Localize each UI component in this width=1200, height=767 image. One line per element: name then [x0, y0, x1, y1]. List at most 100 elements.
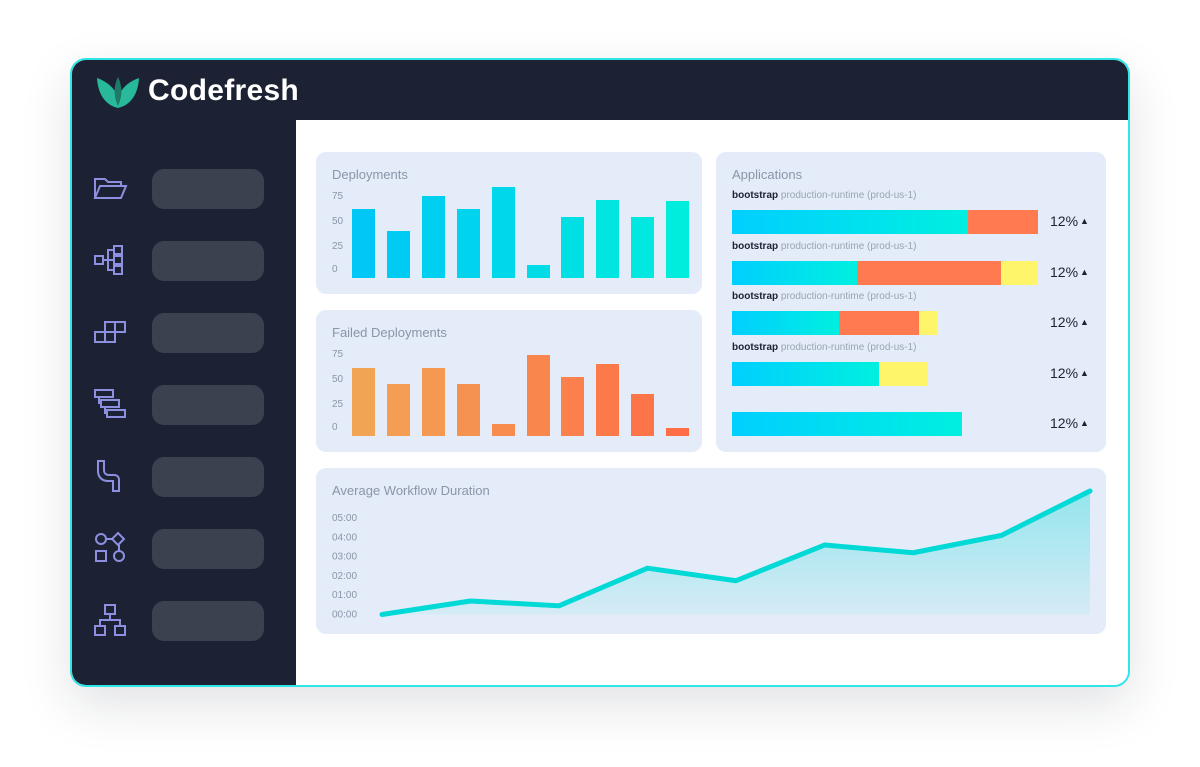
data-point: [912, 552, 914, 554]
percent-value: 12%: [1050, 213, 1079, 229]
application-name: bootstrap: [732, 240, 779, 252]
y-tick-label: 02:00: [332, 571, 357, 582]
application-name: bootstrap: [732, 291, 779, 302]
sidebar-item-placeholder: [152, 601, 264, 641]
y-tick-label: 00:00: [332, 610, 357, 621]
application-runtime: production-runtime (prod-us-1): [778, 291, 917, 302]
bar: [561, 377, 585, 436]
y-tick-label: 75: [332, 349, 344, 360]
sidebar-item-placeholder: [152, 385, 264, 425]
y-tick-label: 0: [332, 264, 338, 275]
bar: [456, 383, 480, 436]
bar: [386, 383, 410, 436]
app-brand-name: Codefresh: [148, 74, 300, 107]
usage-segment-cyan: [732, 260, 858, 285]
usage-segment-orange: [967, 210, 1038, 234]
sidebar: [72, 120, 296, 685]
y-tick-label: 25: [332, 399, 344, 410]
application-percent: 12% ▲: [1050, 213, 1089, 229]
percent-value: 12%: [1050, 314, 1079, 330]
bar: [596, 200, 620, 278]
usage-segment-yellow: [1001, 260, 1038, 285]
dashboard-main: Deployments 75 50 25 0 Failed Deployment…: [296, 120, 1128, 685]
percent-value: 12%: [1050, 364, 1079, 381]
workflow-duration-card: Average Workflow Duration 05:00 04:00 03:0…: [316, 468, 1106, 634]
y-tick-label: 01:00: [332, 590, 357, 601]
card-title: Applications: [732, 167, 803, 182]
application-label: bootstrap production-runtime (prod-us-1): [732, 190, 917, 201]
pipe-icon: [97, 460, 120, 492]
bar: [526, 354, 550, 436]
sidebar-item-workflows[interactable]: [72, 526, 296, 570]
deployments-card: Deployments 75 50 25 0: [316, 152, 702, 294]
application-percent: 12% ▲: [1050, 264, 1089, 280]
application-runtime: production-runtime (prod-us-1): [778, 341, 917, 353]
hierarchy-icon: [94, 604, 126, 636]
card-title: Average Workflow Duration: [332, 483, 490, 498]
applications-card: Applications bootstrap production-runtim…: [716, 152, 1106, 452]
data-point: [470, 600, 471, 602]
application-percent: 12% ▲: [1050, 415, 1089, 431]
bar: [666, 201, 690, 278]
application-label: bootstrap production-runtime (prod-us-1): [732, 291, 917, 302]
data-point: [824, 544, 825, 546]
sidebar-item-stacks[interactable]: [72, 382, 296, 426]
sidebar-item-folders[interactable]: [72, 166, 296, 210]
percent-value: 12%: [1050, 263, 1079, 280]
application-usage-bar[interactable]: [732, 311, 937, 335]
sidebar-item-hierarchy[interactable]: [72, 598, 296, 642]
data-point: [381, 614, 383, 615]
data-point: [735, 580, 737, 582]
bar: [596, 363, 620, 436]
bar: [491, 423, 515, 436]
triangle-up-icon: ▲: [1080, 266, 1089, 277]
data-point: [647, 567, 648, 569]
bar: [666, 428, 690, 436]
application-usage-bar[interactable]: [732, 412, 962, 436]
bar: [526, 264, 550, 278]
usage-segment-cyan: [732, 210, 968, 234]
y-tick-label: 0: [332, 422, 338, 433]
y-tick-label: 75: [332, 191, 344, 202]
y-tick-label: 50: [332, 216, 344, 227]
sidebar-item-placeholder: [152, 529, 264, 569]
shapes-workflow-icon: [95, 531, 126, 562]
bar: [386, 231, 410, 278]
sidebar-item-placeholder: [152, 457, 264, 497]
folder-icon: [93, 178, 128, 199]
data-point: [1001, 534, 1002, 536]
application-label: bootstrap production-runtime (prod-us-1): [732, 241, 917, 252]
application-usage-bar[interactable]: [732, 361, 928, 386]
bar: [456, 209, 480, 278]
bar: [561, 216, 585, 278]
app-window: Codefresh: [70, 58, 1130, 687]
bar: [352, 209, 375, 278]
data-point: [1089, 490, 1091, 492]
nodes-icon: [94, 245, 123, 275]
bar: [352, 368, 375, 436]
bar: [491, 186, 515, 278]
application-usage-bar[interactable]: [732, 260, 1038, 285]
usage-segment-yellow: [878, 361, 928, 386]
bar: [631, 393, 655, 436]
application-percent: 12% ▲: [1050, 314, 1089, 330]
application-label: bootstrap production-runtime (prod-us-1): [732, 342, 917, 353]
usage-segment-orange: [839, 311, 919, 335]
bar: [631, 216, 655, 278]
triangle-up-icon: ▲: [1080, 418, 1089, 428]
codefresh-leaf-logo-icon: [97, 77, 139, 108]
application-runtime: production-runtime (prod-us-1): [778, 190, 917, 201]
usage-segment-orange: [857, 260, 1002, 285]
y-tick-label: 03:00: [332, 552, 357, 563]
sidebar-item-nodes[interactable]: [72, 238, 296, 282]
application-name: bootstrap: [732, 190, 779, 201]
application-runtime: production-runtime (prod-us-1): [778, 240, 917, 252]
usage-segment-cyan: [732, 311, 840, 335]
triangle-up-icon: ▲: [1080, 317, 1089, 327]
sidebar-item-blocks[interactable]: [72, 310, 296, 354]
usage-segment-cyan: [732, 412, 962, 436]
failed-deployments-card: Failed Deployments 75 50 25 0: [316, 310, 702, 452]
application-usage-bar[interactable]: [732, 210, 1038, 234]
sidebar-item-pipelines[interactable]: [72, 454, 296, 498]
sidebar-item-placeholder: [152, 169, 264, 209]
